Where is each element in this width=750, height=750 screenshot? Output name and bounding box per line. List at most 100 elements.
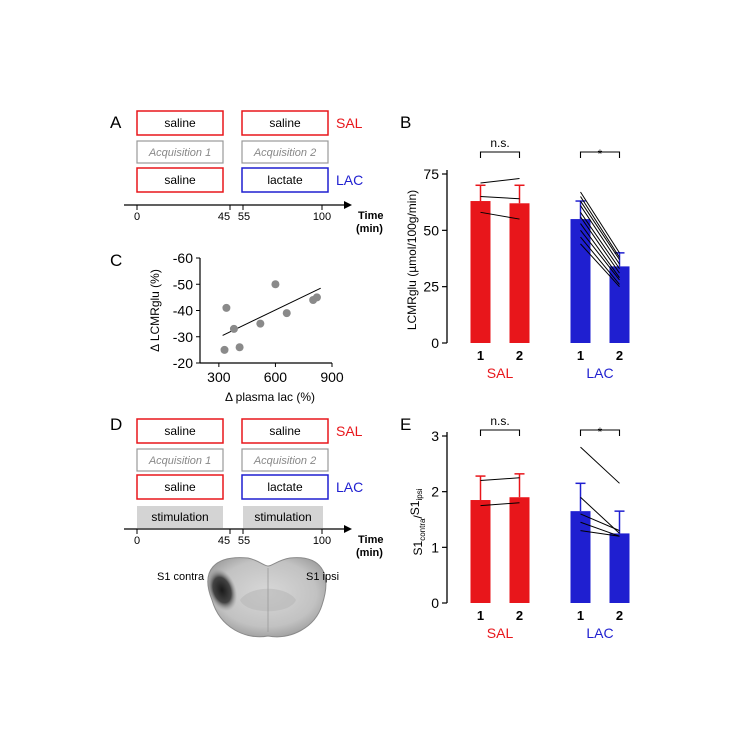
x-tick-label: 300	[207, 369, 231, 385]
group-label-sal: SAL	[487, 365, 514, 381]
panel-c-label: C	[110, 251, 122, 270]
panel-e-label: E	[400, 415, 411, 434]
acquisition-box-1	[136, 140, 224, 164]
tick-label-45: 45	[218, 211, 230, 223]
individual-pair-line	[580, 200, 620, 260]
d-acquisition-box-2	[241, 448, 329, 472]
group-label-lac: LAC	[586, 365, 613, 381]
acquisition-box-2	[241, 140, 329, 164]
individual-pair-line	[580, 446, 620, 484]
d-tick-label-45: 45	[218, 535, 230, 547]
d-saline-box-3-label: saline	[164, 480, 196, 494]
y-axis-title-base2: S1	[408, 500, 422, 515]
individual-pair-line	[580, 191, 620, 254]
individual-pair-line	[580, 513, 620, 532]
panel-b-label: B	[400, 113, 411, 132]
d-lactate-box-label: lactate	[267, 480, 303, 494]
scatter-point	[256, 319, 265, 328]
d-tick-label-100: 100	[313, 535, 331, 547]
y-tick-label: 75	[423, 166, 439, 182]
panel-a: A saline saline SAL Acquisition 1 Acquis…	[110, 110, 383, 235]
bar-lac-2	[609, 533, 630, 603]
y-tick-label: -40	[173, 303, 193, 319]
individual-pair-line	[580, 205, 620, 265]
individual-pair-line	[580, 530, 620, 537]
d-tick-label-0: 0	[134, 535, 140, 547]
y-tick-label: 25	[423, 279, 439, 295]
individual-pair-line	[580, 521, 620, 537]
y-tick-label: 3	[431, 428, 439, 444]
x-tick-label: 600	[264, 369, 288, 385]
d-timeline-arrow	[344, 525, 352, 533]
saline-box-1	[136, 110, 224, 136]
y-tick-label: 1	[431, 539, 439, 555]
d-acquisition-1-label: Acquisition 1	[148, 455, 211, 467]
tick-label-55: 55	[238, 211, 250, 223]
panel-d-label: D	[110, 415, 122, 434]
s1-ipsi-label: S1 ipsi	[306, 571, 339, 583]
d-saline-box-3	[136, 474, 224, 500]
y-tick-label: -30	[173, 329, 193, 345]
scatter-point	[312, 293, 321, 302]
d-saline-box-1-label: saline	[164, 424, 196, 438]
y-tick-label: 50	[423, 222, 439, 238]
saline-box-2	[241, 110, 329, 136]
lactate-box-label: lactate	[267, 173, 303, 187]
time-unit-label: Time	[358, 210, 383, 222]
d-saline-box-2-label: saline	[269, 424, 301, 438]
d-time-unit-label: Time	[358, 534, 383, 546]
group-label-sal: SAL	[487, 625, 514, 641]
timeline-arrow	[344, 201, 352, 209]
individual-pair-line	[580, 230, 620, 281]
bar-category-label: 2	[616, 348, 623, 363]
lac-group-label: LAC	[336, 172, 363, 188]
bar-lac-2	[609, 266, 630, 343]
bar-sal-2	[509, 203, 530, 343]
acquisition-2-label: Acquisition 2	[253, 147, 316, 159]
brain-section-image	[206, 557, 327, 638]
stimulation-2-label: stimulation	[254, 510, 311, 524]
y-axis-title: LCMRglu (µmol/100g/min)	[405, 190, 419, 330]
stimulation-box-2	[243, 506, 323, 528]
significance-bracket	[479, 429, 521, 436]
stimulation-box-1	[137, 506, 223, 528]
s1-contra-activation	[206, 568, 238, 612]
bar-category-label: 1	[477, 348, 484, 363]
bar-lac-1	[570, 511, 591, 603]
scatter-point	[220, 345, 229, 354]
time-unit-min: (min)	[356, 223, 383, 235]
scatter-point	[229, 324, 238, 333]
d-acquisition-2-label: Acquisition 2	[253, 455, 316, 467]
y-axis-title-sub2: ipsi	[415, 488, 424, 500]
y-tick-label: 2	[431, 484, 439, 500]
d-saline-box-1	[136, 418, 224, 444]
saline-box-3	[136, 167, 224, 193]
bar-sal-2	[509, 497, 530, 603]
panel-d: D saline saline SAL Acquisition 1 Acquis…	[110, 415, 383, 638]
scatter-point	[282, 309, 291, 318]
y-tick-label: -60	[173, 250, 193, 266]
y-axis-title-slash: /	[411, 515, 425, 519]
d-time-unit-min: (min)	[356, 547, 383, 559]
significance-label: n.s.	[490, 414, 509, 428]
bar-category-label: 1	[577, 608, 584, 623]
individual-pair-line	[580, 216, 620, 274]
scatter-point	[235, 343, 244, 352]
scatter-point	[222, 303, 231, 312]
bar-category-label: 2	[616, 608, 623, 623]
scatter-point	[271, 280, 280, 289]
tick-label-0: 0	[134, 211, 140, 223]
individual-pair-line	[480, 196, 520, 200]
significance-bracket	[479, 151, 521, 158]
panel-a-label: A	[110, 113, 122, 132]
individual-pair-line	[580, 212, 620, 269]
d-sal-group-label: SAL	[336, 423, 363, 439]
bar-sal-1	[470, 500, 491, 603]
y-axis-title: Δ LCMRglu (%)	[148, 269, 162, 352]
individual-pair-line	[480, 178, 520, 184]
sal-group-label: SAL	[336, 115, 363, 131]
